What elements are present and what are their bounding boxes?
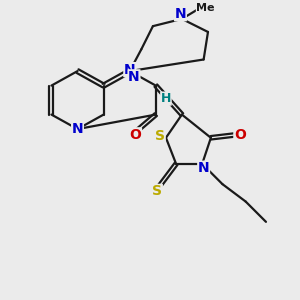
Text: N: N (198, 161, 209, 175)
Text: N: N (128, 70, 140, 84)
Text: N: N (72, 122, 83, 136)
Text: N: N (175, 7, 186, 21)
Text: N: N (124, 63, 136, 76)
Text: S: S (155, 129, 165, 143)
Text: O: O (234, 128, 246, 142)
Text: H: H (161, 92, 171, 105)
Text: S: S (152, 184, 162, 198)
Text: Me: Me (196, 3, 215, 13)
Text: O: O (130, 128, 141, 142)
